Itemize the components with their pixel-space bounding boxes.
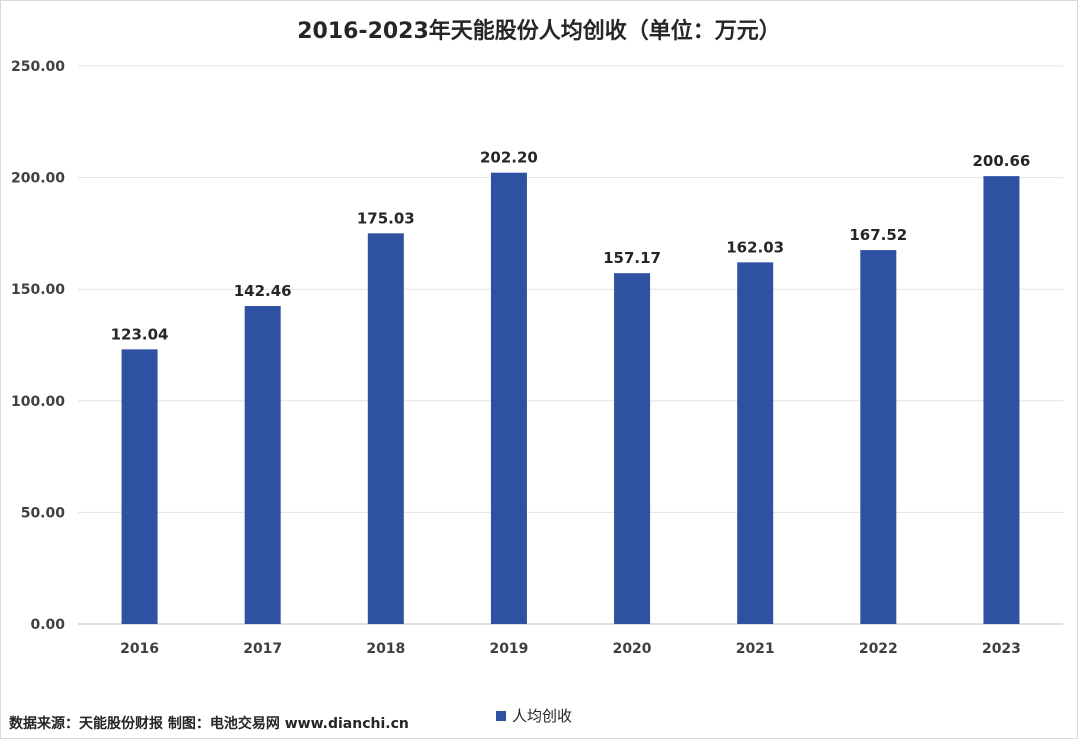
legend: 人均创收 bbox=[496, 705, 572, 726]
x-axis-ticks: 2016 2017 2018 2019 2020 2021 2022 2023 bbox=[120, 641, 1021, 657]
bar-value-label: 123.04 bbox=[111, 325, 169, 343]
source-note: 数据来源：天能股份财报 制图：电池交易网 www.dianchi.cn bbox=[9, 716, 409, 732]
bar bbox=[860, 250, 897, 624]
bar-value-label: 200.66 bbox=[972, 152, 1030, 170]
gridlines bbox=[78, 65, 1063, 625]
x-tick-label: 2020 bbox=[613, 641, 652, 657]
x-tick-label: 2019 bbox=[489, 641, 528, 657]
chart-title: 2016-2023年天能股份人均创收（单位：万元） bbox=[297, 19, 781, 44]
bar-value-label: 167.52 bbox=[849, 226, 907, 244]
bar-value-label: 157.17 bbox=[603, 249, 661, 267]
bars bbox=[121, 172, 1020, 624]
x-tick-label: 2021 bbox=[736, 641, 775, 657]
bar-value-label: 202.20 bbox=[480, 149, 538, 167]
bar bbox=[121, 349, 158, 624]
y-tick-label: 200.00 bbox=[11, 171, 65, 187]
bar-value-label: 175.03 bbox=[357, 209, 415, 227]
y-tick-label: 250.00 bbox=[11, 59, 65, 75]
x-tick-label: 2023 bbox=[982, 641, 1021, 657]
bar-value-label: 142.46 bbox=[234, 282, 292, 300]
bar bbox=[367, 233, 404, 624]
y-tick-label: 0.00 bbox=[30, 617, 65, 633]
data-labels: 123.04 142.46 175.03 202.20 157.17 162.03 167.… bbox=[111, 149, 1031, 344]
bar bbox=[490, 172, 527, 624]
bar bbox=[244, 306, 281, 624]
legend-label: 人均创收 bbox=[512, 707, 573, 725]
y-axis-ticks: 0.00 50.00 100.00 150.00 200.00 250.00 bbox=[11, 59, 65, 633]
x-tick-label: 2016 bbox=[120, 641, 159, 657]
bar bbox=[737, 262, 774, 624]
x-tick-label: 2018 bbox=[366, 641, 405, 657]
x-tick-label: 2022 bbox=[859, 641, 898, 657]
bar bbox=[614, 273, 651, 624]
x-tick-label: 2017 bbox=[243, 641, 282, 657]
bar bbox=[983, 176, 1020, 624]
legend-swatch bbox=[496, 710, 506, 721]
y-tick-label: 150.00 bbox=[11, 282, 65, 298]
bar-value-label: 162.03 bbox=[726, 238, 784, 256]
y-tick-label: 100.00 bbox=[11, 394, 65, 410]
y-tick-label: 50.00 bbox=[21, 505, 66, 521]
